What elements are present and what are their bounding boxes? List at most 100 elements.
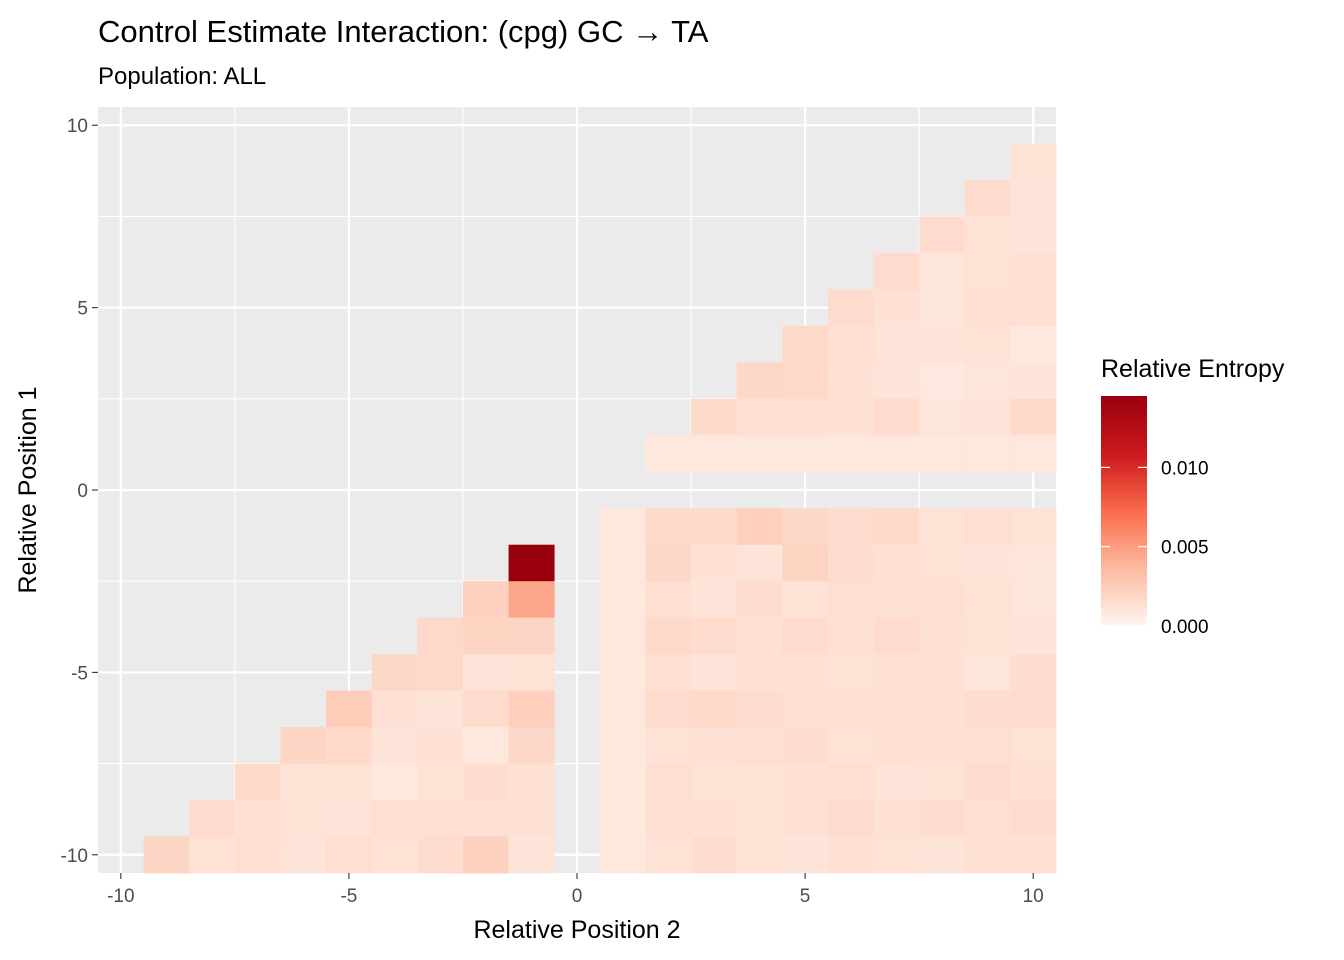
heatmap-cell — [827, 836, 874, 874]
heatmap-cell — [508, 690, 555, 728]
heatmap-cell — [645, 727, 692, 764]
heatmap-cell — [873, 508, 920, 546]
heatmap-cell — [827, 690, 874, 728]
heatmap-cell — [508, 836, 555, 874]
heatmap-cell — [280, 800, 327, 837]
heatmap-cell — [873, 836, 920, 874]
heatmap-cell — [417, 836, 464, 874]
heatmap-cell — [189, 800, 236, 837]
heatmap-cell — [599, 800, 646, 837]
heatmap-cell — [964, 398, 1011, 436]
heatmap-cell — [1010, 398, 1057, 436]
heatmap-cell — [462, 836, 509, 874]
heatmap-cell — [508, 800, 555, 837]
legend-title: Relative Entropy — [1101, 355, 1285, 383]
heatmap-cell — [873, 435, 920, 473]
x-tick-label: 10 — [1023, 886, 1044, 907]
legend-colorbar — [1101, 396, 1147, 626]
heatmap-cell — [873, 252, 920, 290]
heatmap-cell — [964, 216, 1011, 254]
heatmap-cell — [691, 544, 738, 582]
heatmap-cell — [1010, 727, 1057, 764]
heatmap-cell — [964, 617, 1011, 655]
heatmap-cell — [1010, 325, 1057, 363]
heatmap-cell — [964, 690, 1011, 728]
heatmap-cell — [919, 216, 966, 254]
heatmap-cell — [599, 617, 646, 655]
heatmap-cell — [280, 763, 327, 801]
heatmap-cell — [919, 435, 966, 473]
heatmap-cell — [919, 690, 966, 728]
heatmap-cell — [873, 800, 920, 837]
heatmap-cell — [873, 325, 920, 363]
heatmap-cell — [1010, 179, 1057, 217]
heatmap-cell — [736, 581, 783, 619]
heatmap-cell — [371, 763, 418, 801]
heatmap-cell — [827, 617, 874, 655]
heatmap-cell — [964, 179, 1011, 217]
heatmap-cell — [508, 581, 555, 619]
heatmap-cell — [462, 727, 509, 764]
heatmap-cell — [508, 763, 555, 801]
heatmap-cell — [964, 289, 1011, 327]
heatmap-cell — [645, 544, 692, 582]
x-tick-label: 0 — [572, 886, 583, 907]
heatmap-cell — [827, 544, 874, 582]
heatmap-cell — [645, 654, 692, 692]
heatmap-cell — [462, 581, 509, 619]
heatmap-cell — [645, 763, 692, 801]
x-axis-title: Relative Position 2 — [473, 916, 680, 944]
heatmap-cell — [873, 690, 920, 728]
heatmap-cell — [417, 800, 464, 837]
heatmap-cell — [234, 836, 281, 874]
heatmap-cell — [919, 836, 966, 874]
x-tick-label: -5 — [340, 886, 357, 907]
heatmap-cell — [1010, 362, 1057, 400]
heatmap-cell — [691, 763, 738, 801]
legend-ticks: 0.000 0.005 0.010 — [1101, 458, 1209, 638]
heatmap-cell — [691, 800, 738, 837]
heatmap-cell — [919, 654, 966, 692]
heatmap-cell — [417, 763, 464, 801]
heatmap-cell — [827, 581, 874, 619]
heatmap-cell — [462, 617, 509, 655]
heatmap-cell — [827, 654, 874, 692]
heatmap-cell — [782, 544, 829, 582]
y-tick-label: 5 — [77, 299, 88, 320]
heatmap-cell — [964, 581, 1011, 619]
heatmap-cell — [736, 398, 783, 436]
heatmap-cell — [736, 763, 783, 801]
heatmap-cell — [782, 325, 829, 363]
heatmap-cell — [599, 690, 646, 728]
heatmap-cell — [827, 763, 874, 801]
heatmap-cell — [371, 727, 418, 764]
heatmap-cell — [919, 508, 966, 546]
heatmap-cell — [736, 435, 783, 473]
heatmap-cell — [964, 800, 1011, 837]
heatmap-cell — [736, 727, 783, 764]
heatmap-cell — [919, 800, 966, 837]
heatmap-cell — [326, 727, 373, 764]
heatmap-cell — [417, 617, 464, 655]
heatmap-cell — [827, 508, 874, 546]
heatmap-cell — [1010, 581, 1057, 619]
heatmap-cell — [691, 654, 738, 692]
legend-tick-label: 0.010 — [1161, 458, 1209, 479]
heatmap-cell — [280, 727, 327, 764]
heatmap-cell — [782, 362, 829, 400]
heatmap-cell — [919, 544, 966, 582]
y-tick-label: 10 — [67, 116, 88, 137]
heatmap-cell — [782, 617, 829, 655]
heatmap-cell — [873, 617, 920, 655]
chart-subtitle: Population: ALL — [98, 63, 266, 90]
heatmap-cell — [1010, 654, 1057, 692]
heatmap-cell — [827, 398, 874, 436]
heatmap-cell — [782, 435, 829, 473]
heatmap-cell — [599, 836, 646, 874]
x-axis: -10 -5 0 5 10 — [107, 873, 1044, 907]
heatmap-cell — [645, 690, 692, 728]
heatmap-cell — [736, 690, 783, 728]
heatmap-cell — [645, 836, 692, 874]
heatmap-cell — [1010, 690, 1057, 728]
heatmap-cell — [827, 325, 874, 363]
